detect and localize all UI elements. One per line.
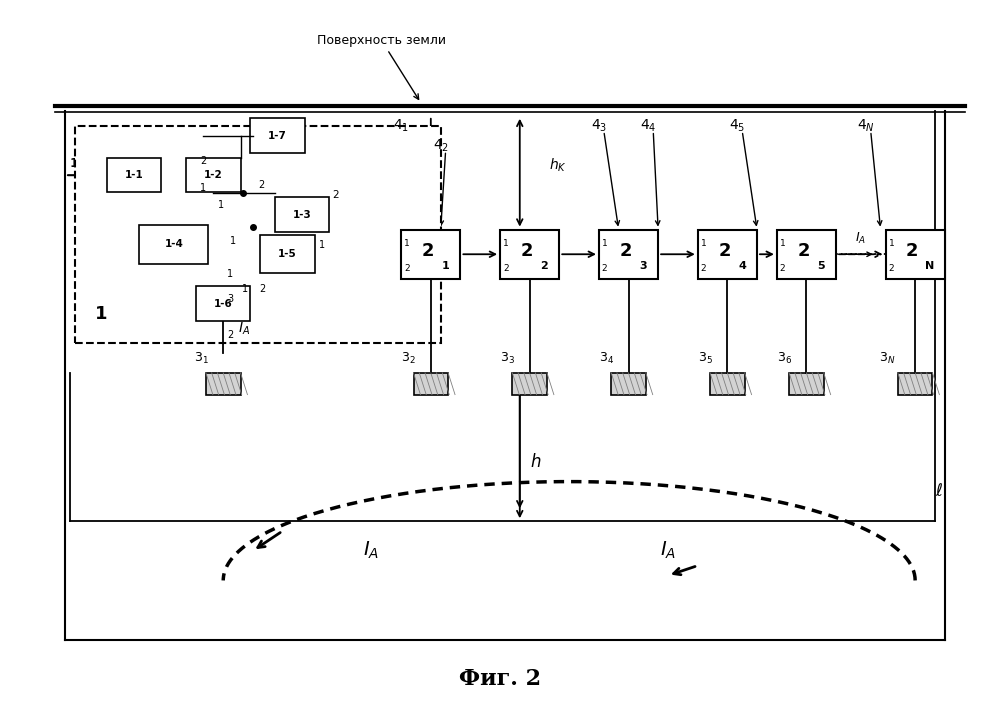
FancyBboxPatch shape — [414, 373, 448, 395]
Text: 2: 2 — [701, 264, 706, 273]
Text: $3_3$: $3_3$ — [500, 351, 515, 366]
FancyBboxPatch shape — [196, 286, 250, 321]
Text: 1-4: 1-4 — [164, 239, 183, 249]
Text: 2: 2 — [520, 242, 533, 260]
Text: 2: 2 — [619, 242, 632, 260]
Text: 1: 1 — [780, 239, 785, 249]
Text: $3_5$: $3_5$ — [698, 351, 713, 366]
FancyBboxPatch shape — [886, 229, 945, 279]
FancyBboxPatch shape — [401, 229, 460, 279]
Text: $3_1$: $3_1$ — [194, 351, 208, 366]
FancyBboxPatch shape — [611, 373, 646, 395]
FancyBboxPatch shape — [599, 229, 658, 279]
Text: 1: 1 — [227, 269, 233, 279]
Text: 2: 2 — [906, 242, 918, 260]
Text: 1: 1 — [701, 239, 706, 249]
Text: 2: 2 — [258, 180, 264, 190]
FancyBboxPatch shape — [250, 119, 305, 153]
Text: ←: ← — [273, 140, 282, 150]
Text: $4_2$: $4_2$ — [433, 137, 449, 154]
Text: 1: 1 — [242, 284, 248, 294]
Text: 2: 2 — [503, 264, 509, 273]
Text: $4_3$: $4_3$ — [591, 118, 607, 134]
Text: N: N — [925, 261, 935, 271]
FancyBboxPatch shape — [777, 229, 836, 279]
Text: $h_K$: $h_K$ — [549, 157, 567, 174]
FancyBboxPatch shape — [898, 373, 932, 395]
Text: $3_6$: $3_6$ — [777, 351, 792, 366]
Text: 1: 1 — [218, 200, 224, 210]
Text: $I_A$: $I_A$ — [855, 231, 866, 247]
Text: 1-6: 1-6 — [214, 299, 233, 309]
Text: $4_4$: $4_4$ — [640, 118, 657, 134]
Text: $\ell$: $\ell$ — [935, 482, 943, 500]
Text: 2: 2 — [227, 330, 233, 341]
Text: 1: 1 — [70, 157, 79, 170]
Text: 1: 1 — [319, 240, 325, 250]
Text: $3_4$: $3_4$ — [599, 351, 614, 366]
Text: 1: 1 — [230, 236, 236, 247]
Text: 3: 3 — [640, 261, 647, 271]
Text: 2: 2 — [602, 264, 607, 273]
FancyBboxPatch shape — [260, 236, 315, 273]
FancyBboxPatch shape — [710, 373, 745, 395]
Text: $4_5$: $4_5$ — [729, 118, 745, 134]
FancyBboxPatch shape — [275, 197, 329, 232]
Text: 1-7: 1-7 — [268, 131, 287, 141]
Text: 1: 1 — [888, 239, 894, 249]
Text: 1-1: 1-1 — [125, 170, 144, 180]
Text: $I_A$: $I_A$ — [363, 540, 380, 562]
Text: 2: 2 — [260, 284, 266, 294]
Text: 1: 1 — [602, 239, 608, 249]
Text: 1-2: 1-2 — [204, 170, 223, 180]
Text: 2: 2 — [422, 242, 434, 260]
Text: $3_2$: $3_2$ — [401, 351, 416, 366]
Text: 2: 2 — [797, 242, 810, 260]
Text: 1: 1 — [503, 239, 509, 249]
Text: $h$: $h$ — [530, 453, 541, 471]
Text: Фиг. 2: Фиг. 2 — [459, 668, 541, 690]
Text: 2: 2 — [780, 264, 785, 273]
Text: 2: 2 — [200, 156, 207, 166]
Text: 1-3: 1-3 — [293, 210, 312, 220]
Text: 1: 1 — [404, 239, 410, 249]
Text: Поверхность земли: Поверхность земли — [317, 34, 446, 99]
Text: 1: 1 — [200, 183, 207, 193]
Text: $I_A$: $I_A$ — [660, 540, 676, 562]
Text: 1: 1 — [442, 261, 450, 271]
FancyBboxPatch shape — [206, 373, 241, 395]
FancyBboxPatch shape — [500, 229, 559, 279]
Text: 1: 1 — [95, 305, 107, 323]
FancyBboxPatch shape — [512, 373, 547, 395]
Text: 2: 2 — [332, 190, 339, 200]
Text: 3: 3 — [227, 294, 233, 304]
FancyBboxPatch shape — [75, 126, 441, 343]
Text: 2: 2 — [888, 264, 894, 273]
FancyBboxPatch shape — [789, 373, 824, 395]
FancyBboxPatch shape — [107, 158, 161, 192]
Text: 5: 5 — [817, 261, 825, 271]
FancyBboxPatch shape — [698, 229, 757, 279]
Text: $I_A$: $I_A$ — [238, 320, 250, 337]
Text: 4: 4 — [738, 261, 746, 271]
Text: 1-5: 1-5 — [278, 249, 297, 260]
Text: $4_N$: $4_N$ — [857, 118, 875, 134]
Text: $3_N$: $3_N$ — [879, 351, 895, 366]
Text: 2: 2 — [541, 261, 548, 271]
FancyBboxPatch shape — [139, 225, 208, 264]
Text: $4_1$: $4_1$ — [393, 118, 409, 134]
Text: 2: 2 — [718, 242, 731, 260]
FancyBboxPatch shape — [186, 158, 241, 192]
Text: 2: 2 — [404, 264, 410, 273]
